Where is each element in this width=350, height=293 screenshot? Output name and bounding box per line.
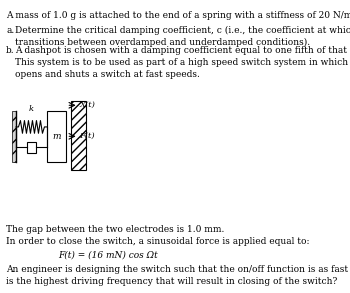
- Text: The gap between the two electrodes is 1.0 mm.: The gap between the two electrodes is 1.…: [6, 225, 225, 234]
- Text: b.: b.: [6, 46, 15, 55]
- Text: k: k: [29, 105, 34, 113]
- Bar: [47, 111, 66, 161]
- Bar: [27, 142, 36, 153]
- Bar: [71, 101, 86, 170]
- Text: m: m: [52, 132, 61, 141]
- Text: F(t) = (16 mN) cos Ωt: F(t) = (16 mN) cos Ωt: [58, 251, 158, 260]
- Text: An engineer is designing the switch such that the on/off function is as fast as : An engineer is designing the switch such…: [6, 265, 350, 286]
- Text: F(t): F(t): [79, 132, 95, 140]
- Text: Determine the critical damping coefficient, c (i.e., the coefficient at which th: Determine the critical damping coefficie…: [15, 26, 350, 47]
- Text: a.: a.: [6, 26, 14, 35]
- Text: In order to close the switch, a sinusoidal force is applied equal to:: In order to close the switch, a sinusoid…: [6, 236, 310, 246]
- Text: A mass of 1.0 g is attached to the end of a spring with a stiffness of 20 N/m.: A mass of 1.0 g is attached to the end o…: [6, 11, 350, 21]
- Text: X(t): X(t): [79, 101, 95, 109]
- Bar: [12, 111, 16, 161]
- Text: A dashpot is chosen with a damping coefficient equal to one fifth of that determ: A dashpot is chosen with a damping coeff…: [15, 46, 350, 79]
